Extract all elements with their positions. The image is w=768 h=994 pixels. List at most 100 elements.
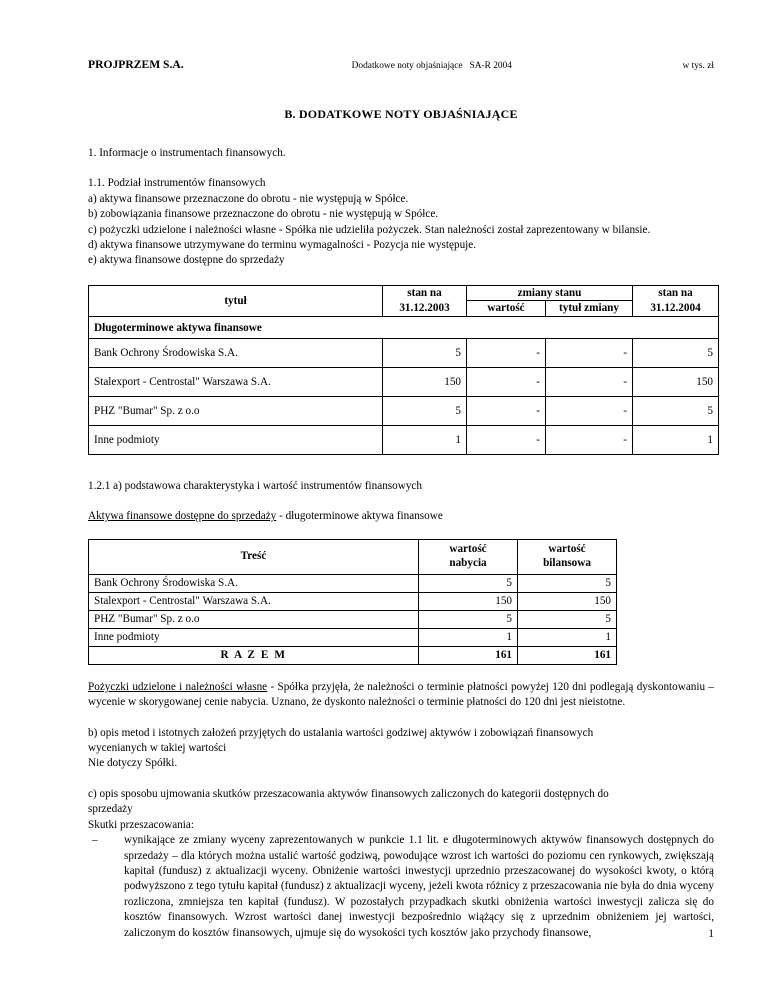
table-row: PHZ "Bumar" Sp. z o.o 5 5 bbox=[88, 609, 617, 629]
section-1-1-heading: 1.1. Podział instrumentów finansowych bbox=[88, 177, 266, 190]
total-balance-value: 161 bbox=[517, 645, 617, 665]
header-units: w tys. zł bbox=[682, 61, 714, 71]
section-b-line-1: b) opis metod i istotnych założeń przyję… bbox=[88, 726, 594, 739]
col-header-state-start: stan na 31.12.2003 bbox=[382, 284, 467, 318]
row-title: Inne podmioty bbox=[88, 425, 383, 456]
row-change-title: - bbox=[545, 338, 633, 369]
col-header-change-title: tytuł zmiany bbox=[545, 300, 633, 318]
list-item-text: wynikające ze zmiany wyceny zaprezentowa… bbox=[124, 834, 714, 939]
section-1-2-1-heading: 1.2.1 a) podstawowa charakterystyka i wa… bbox=[88, 480, 422, 493]
row-change-title: - bbox=[545, 367, 633, 398]
section-1-1-item-e: e) aktywa finansowe dostępne do sprzedaż… bbox=[88, 254, 285, 267]
col-header-title: tytuł bbox=[88, 284, 383, 318]
section-1-1-item-b: b) zobowiązania finansowe przeznaczone d… bbox=[88, 208, 439, 221]
row-state-start: 5 bbox=[382, 338, 467, 369]
row-content: Inne podmioty bbox=[88, 627, 419, 647]
row-balance-value: 5 bbox=[517, 573, 617, 593]
row-balance-value: 5 bbox=[517, 609, 617, 629]
dash-bullet-icon: – bbox=[92, 834, 98, 847]
table-header-row-1: tytuł stan na 31.12.2003 zmiany stanu st… bbox=[88, 284, 719, 318]
row-content: Bank Ochrony Środowiska S.A. bbox=[88, 573, 419, 593]
section-1-1-item-c: c) pożyczki udzielone i należności własn… bbox=[88, 223, 651, 236]
table-row: Bank Ochrony Środowiska S.A. 5 5 bbox=[88, 573, 617, 593]
section-c-bullet-list: – wynikające ze zmiany wyceny zaprezento… bbox=[88, 833, 714, 941]
page-title: B. DODATKOWE NOTY OBJAŚNIAJĄCE bbox=[284, 107, 518, 121]
row-title: Stalexport - Centrostal" Warszawa S.A. bbox=[88, 367, 383, 398]
row-acquisition-value: 5 bbox=[418, 609, 518, 629]
col-header-state-end-line1: stan na bbox=[658, 287, 693, 300]
col-header-acquisition-line2: nabycia bbox=[449, 556, 487, 569]
row-change-title: - bbox=[545, 425, 633, 456]
row-content: PHZ "Bumar" Sp. z o.o bbox=[88, 609, 419, 629]
row-change-title: - bbox=[545, 396, 633, 427]
financial-assets-table: tytuł stan na 31.12.2003 zmiany stanu st… bbox=[88, 284, 719, 456]
col-header-state-end: stan na 31.12.2004 bbox=[632, 284, 719, 318]
col-header-balance-line2: bilansowa bbox=[543, 556, 591, 569]
row-balance-value: 150 bbox=[517, 591, 617, 611]
col-header-content: Treść bbox=[88, 538, 419, 575]
loans-underlined-label: Pożyczki udzielone i należności własne bbox=[88, 680, 268, 693]
table-row: PHZ "Bumar" Sp. z o.o 5 - - 5 bbox=[88, 396, 719, 427]
col-header-balance-line1: wartość bbox=[548, 543, 586, 556]
row-state-end: 150 bbox=[632, 367, 719, 398]
available-for-sale-table: Treść wartość nabycia wartość bilansowa … bbox=[88, 538, 617, 665]
table-row-section: Długoterminowe aktywa finansowe bbox=[88, 316, 719, 340]
row-acquisition-value: 150 bbox=[418, 591, 518, 611]
row-state-end: 5 bbox=[632, 338, 719, 369]
row-state-start: 5 bbox=[382, 396, 467, 427]
row-change-value: - bbox=[466, 367, 546, 398]
row-state-start: 150 bbox=[382, 367, 467, 398]
section-c-line-1: c) opis sposobu ujmowania skutków przesz… bbox=[88, 787, 609, 800]
row-state-end: 1 bbox=[632, 425, 719, 456]
row-state-end: 5 bbox=[632, 396, 719, 427]
subtitle-underlined-part: Aktywa finansowe dostępne do sprzedaży bbox=[88, 510, 277, 523]
row-state-start: 1 bbox=[382, 425, 467, 456]
list-item: – wynikające ze zmiany wyceny zaprezento… bbox=[88, 833, 714, 941]
col-header-change-value: wartość bbox=[466, 300, 546, 318]
loans-paragraph-text: - Spółka przyjęła, że należności o termi… bbox=[88, 680, 714, 709]
total-row-label: R A Z E M bbox=[88, 645, 419, 665]
col-header-state-start-line1: stan na bbox=[407, 287, 442, 300]
col-header-changes: zmiany stanu bbox=[466, 284, 633, 302]
section-b-block: b) opis metod i istotnych założeń przyję… bbox=[88, 726, 714, 772]
row-change-value: - bbox=[466, 425, 546, 456]
table-row: Stalexport - Centrostal" Warszawa S.A. 1… bbox=[88, 591, 617, 611]
available-for-sale-table-body: Bank Ochrony Środowiska S.A. 5 5 Stalexp… bbox=[88, 573, 617, 665]
financial-assets-table-body: Długoterminowe aktywa finansowe Bank Och… bbox=[88, 316, 719, 456]
available-for-sale-table-head: Treść wartość nabycia wartość bilansowa bbox=[88, 538, 617, 575]
total-acquisition-value: 161 bbox=[418, 645, 518, 665]
table-header-row: Treść wartość nabycia wartość bilansowa bbox=[88, 538, 617, 575]
section-1-2-1-subtitle: Aktywa finansowe dostępne do sprzedaży -… bbox=[88, 509, 714, 524]
row-acquisition-value: 5 bbox=[418, 573, 518, 593]
table-row: Inne podmioty 1 1 bbox=[88, 627, 617, 647]
table-row: Bank Ochrony Środowiska S.A. 5 - - 5 bbox=[88, 338, 719, 369]
col-header-acquisition-line1: wartość bbox=[449, 543, 487, 556]
table-row: Inne podmioty 1 - - 1 bbox=[88, 425, 719, 456]
section-1-1-item-a: a) aktywa finansowe przeznaczone do obro… bbox=[88, 192, 409, 205]
section-1-2-1-block: 1.2.1 a) podstawowa charakterystyka i wa… bbox=[88, 479, 714, 525]
section-c-block: c) opis sposobu ujmowania skutków przesz… bbox=[88, 787, 714, 941]
section-1-1-item-d: d) aktywa finansowe utrzymywane do termi… bbox=[88, 239, 477, 252]
col-header-state-end-date: 31.12.2004 bbox=[650, 301, 701, 314]
section-c-line-2: sprzedaży bbox=[88, 803, 133, 816]
section-c-line-3: Skutki przeszacowania: bbox=[88, 818, 194, 831]
loans-paragraph: Pożyczki udzielone i należności własne -… bbox=[88, 680, 714, 711]
section-b-line-3: Nie dotyczy Spółki. bbox=[88, 757, 178, 770]
row-content: Stalexport - Centrostal" Warszawa S.A. bbox=[88, 591, 419, 611]
page-number: 1 bbox=[708, 928, 714, 940]
row-change-value: - bbox=[466, 396, 546, 427]
section-1-heading: 1. Informacje o instrumentach finansowyc… bbox=[88, 147, 286, 159]
row-title: Bank Ochrony Środowiska S.A. bbox=[88, 338, 383, 369]
running-header: PROJPRZEM S.A. Dodatkowe noty objaśniają… bbox=[88, 58, 714, 71]
company-name: PROJPRZEM S.A. bbox=[88, 58, 184, 71]
row-balance-value: 1 bbox=[517, 627, 617, 647]
row-title: PHZ "Bumar" Sp. z o.o bbox=[88, 396, 383, 427]
row-acquisition-value: 1 bbox=[418, 627, 518, 647]
header-report-kind: Dodatkowe noty objaśniające bbox=[351, 61, 463, 71]
col-header-state-start-date: 31.12.2003 bbox=[399, 301, 450, 314]
subtitle-rest-part: - długoterminowe aktywa finansowe bbox=[276, 510, 443, 523]
row-change-value: - bbox=[466, 338, 546, 369]
header-center-title: Dodatkowe noty objaśniające SA-R 2004 bbox=[184, 61, 658, 71]
table-row: Stalexport - Centrostal" Warszawa S.A. 1… bbox=[88, 367, 719, 398]
